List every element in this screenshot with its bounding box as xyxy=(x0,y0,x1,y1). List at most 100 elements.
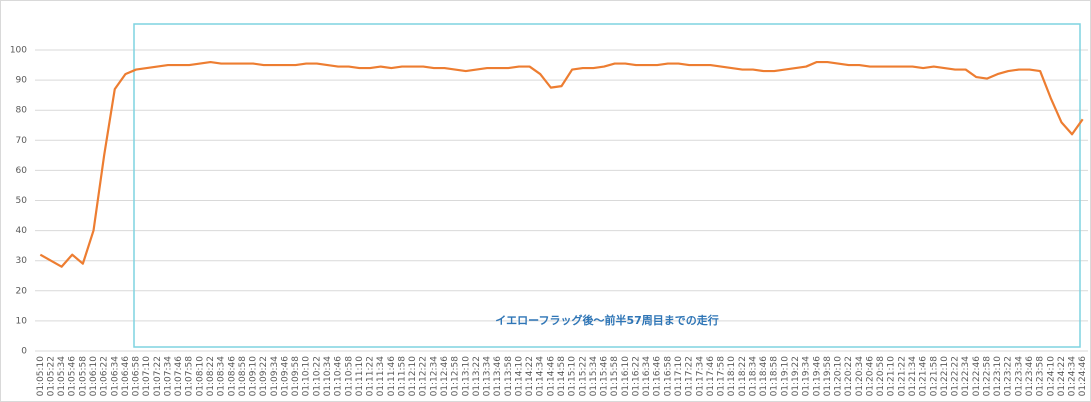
x-tick-label: 01:16:22 xyxy=(631,356,641,396)
y-tick-label: 0 xyxy=(21,347,27,357)
x-tick-label: 01:18:10 xyxy=(727,356,737,397)
x-tick-label: 01:07:34 xyxy=(163,356,173,397)
y-tick-label: 30 xyxy=(16,256,28,266)
x-tick-label: 01:16:34 xyxy=(642,356,652,397)
x-tick-label: 01:09:34 xyxy=(270,356,280,397)
x-tick-label: 01:16:58 xyxy=(663,356,673,397)
highlight-box xyxy=(133,23,1081,348)
x-tick-label: 01:24:10 xyxy=(1046,356,1056,397)
x-tick-label: 01:07:22 xyxy=(153,356,163,396)
x-tick-label: 01:21:46 xyxy=(919,356,929,397)
y-tick-label: 90 xyxy=(16,76,28,86)
x-tick-label: 01:17:58 xyxy=(717,356,727,397)
data-line xyxy=(39,60,1084,268)
x-tick-label: 01:13:10 xyxy=(461,356,471,397)
x-tick-label: 01:19:34 xyxy=(802,356,812,397)
x-tick-label: 01:20:46 xyxy=(865,356,875,397)
x-tick-label: 01:21:34 xyxy=(908,356,918,397)
x-tick-label: 01:10:10 xyxy=(302,356,312,397)
grid xyxy=(35,49,1088,352)
x-tick-label: 01:07:10 xyxy=(142,356,152,397)
x-tick-label: 01:09:46 xyxy=(280,356,290,397)
x-tick-label: 01:08:22 xyxy=(206,356,216,396)
x-tick-label: 01:10:34 xyxy=(323,356,333,397)
x-tick-label: 01:08:34 xyxy=(217,356,227,397)
x-tick-label: 01:10:22 xyxy=(312,356,322,396)
y-tick-label: 70 xyxy=(16,136,28,146)
x-tick-label: 01:11:34 xyxy=(376,356,386,397)
y-tick-label: 50 xyxy=(16,196,28,206)
x-tick-label: 01:05:22 xyxy=(46,356,56,396)
x-tick-label: 01:11:22 xyxy=(366,356,376,396)
x-tick-label: 01:11:46 xyxy=(387,356,397,397)
y-tick-label: 60 xyxy=(16,166,28,176)
x-tick-label: 01:17:22 xyxy=(685,356,695,396)
x-tick-label: 01:16:46 xyxy=(653,356,663,397)
x-tick-label: 01:11:58 xyxy=(397,356,407,397)
x-tick-label: 01:15:46 xyxy=(600,356,610,397)
x-tick-label: 01:07:58 xyxy=(185,356,195,397)
x-tick-label: 01:06:34 xyxy=(110,356,120,397)
x-tick-label: 01:09:22 xyxy=(259,356,269,396)
x-tick-label: 01:10:58 xyxy=(344,356,354,397)
x-tick-label: 01:06:10 xyxy=(89,356,99,397)
x-tick-label: 01:15:58 xyxy=(610,356,620,397)
y-tick-label: 40 xyxy=(16,226,28,236)
x-tick-label: 01:08:10 xyxy=(195,356,205,397)
x-tick-label: 01:18:22 xyxy=(738,356,748,396)
x-tick-label: 01:13:22 xyxy=(472,356,482,396)
x-tick-label: 01:17:34 xyxy=(695,356,705,397)
x-tick-label: 01:24:34 xyxy=(1068,356,1078,397)
x-tick-label: 01:15:22 xyxy=(578,356,588,396)
x-tick-label: 01:22:46 xyxy=(972,356,982,397)
x-tick-label: 01:05:58 xyxy=(78,356,88,397)
x-tick-label: 01:14:10 xyxy=(514,356,524,397)
x-tick-label: 01:17:10 xyxy=(674,356,684,397)
x-tick-label: 01:19:46 xyxy=(812,356,822,397)
y-tick-label: 10 xyxy=(16,316,28,326)
x-tick-label: 01:06:22 xyxy=(100,356,110,396)
x-tick-label: 01:23:46 xyxy=(1025,356,1035,397)
x-tick-label: 01:18:58 xyxy=(770,356,780,397)
x-tick-label: 01:22:10 xyxy=(940,356,950,397)
x-tick-label: 01:21:22 xyxy=(897,356,907,396)
x-tick-label: 01:20:34 xyxy=(855,356,865,397)
x-tick-label: 01:24:46 xyxy=(1078,356,1088,397)
x-tick-label: 01:20:22 xyxy=(844,356,854,396)
y-tick-label: 100 xyxy=(10,46,27,56)
x-tick-label: 01:12:22 xyxy=(419,356,429,396)
x-tick-label: 01:05:10 xyxy=(36,356,46,397)
x-tick-label: 01:22:58 xyxy=(982,356,992,397)
x-tick-label: 01:14:34 xyxy=(536,356,546,397)
x-tick-label: 01:19:10 xyxy=(780,356,790,397)
x-tick-label: 01:23:58 xyxy=(1036,356,1046,397)
x-tick-label: 01:21:58 xyxy=(929,356,939,397)
x-tick-label: 01:12:34 xyxy=(429,356,439,397)
x-tick-label: 01:19:22 xyxy=(791,356,801,396)
x-tick-label: 01:14:58 xyxy=(557,356,567,397)
x-tick-label: 01:24:22 xyxy=(1057,356,1067,396)
x-tick-label: 01:12:58 xyxy=(451,356,461,397)
x-tick-label: 01:10:46 xyxy=(334,356,344,397)
x-tick-label: 01:23:10 xyxy=(993,356,1003,397)
x-tick-label: 01:13:46 xyxy=(493,356,503,397)
x-tick-label: 01:06:58 xyxy=(132,356,142,397)
x-tick-label: 01:15:34 xyxy=(589,356,599,397)
x-tick-label: 01:13:58 xyxy=(504,356,514,397)
x-tick-label: 01:05:34 xyxy=(57,356,67,397)
annotation: イエローフラッグ後～前半57周目までの走行 xyxy=(495,313,719,327)
x-tick-label: 01:16:10 xyxy=(621,356,631,397)
x-tick-label: 01:22:22 xyxy=(951,356,961,396)
x-tick-label: 01:12:10 xyxy=(408,356,418,397)
x-tick-label: 01:23:22 xyxy=(1004,356,1014,396)
x-tick-label: 01:21:10 xyxy=(887,356,897,397)
x-tick-label: 01:18:34 xyxy=(748,356,758,397)
x-tick-label: 01:18:46 xyxy=(759,356,769,397)
x-tick-label: 01:09:58 xyxy=(291,356,301,397)
x-tick-label: 01:14:22 xyxy=(525,356,535,396)
x-tick-label: 01:08:58 xyxy=(238,356,248,397)
x-tick-label: 01:17:46 xyxy=(706,356,716,397)
x-tick-label: 01:22:34 xyxy=(961,356,971,397)
x-tick-label: 01:20:10 xyxy=(834,356,844,397)
